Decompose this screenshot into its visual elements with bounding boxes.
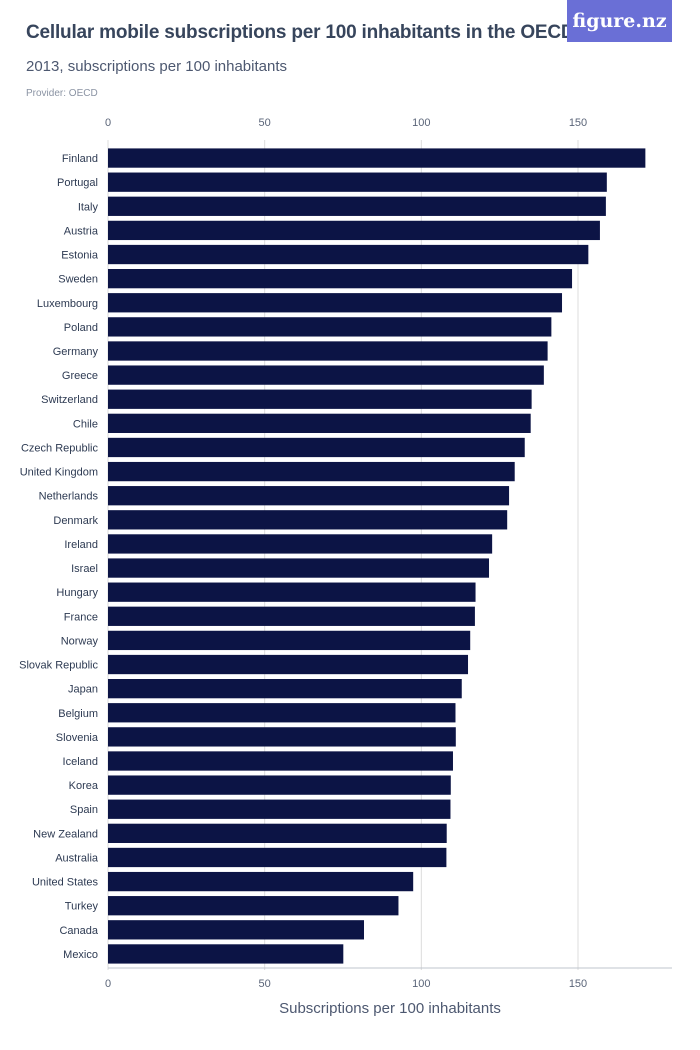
- category-label: Japan: [68, 684, 98, 696]
- category-label: Czech Republic: [21, 442, 99, 454]
- category-label: Norway: [61, 635, 99, 647]
- bar: [108, 920, 364, 940]
- category-label: Ireland: [64, 539, 98, 551]
- chart-title: Cellular mobile subscriptions per 100 in…: [26, 22, 575, 43]
- category-label: Turkey: [65, 901, 99, 913]
- bar: [108, 510, 508, 530]
- bar: [108, 582, 476, 602]
- provider-label: Provider: OECD: [26, 88, 98, 99]
- category-label: Austria: [64, 225, 99, 237]
- category-label: Switzerland: [41, 394, 98, 406]
- category-label: New Zealand: [33, 828, 98, 840]
- category-label: Chile: [73, 418, 98, 430]
- x-tick-label-bottom: 0: [105, 978, 111, 990]
- bar: [108, 389, 532, 409]
- bar: [108, 220, 600, 241]
- x-tick-label-bottom: 50: [259, 978, 271, 990]
- category-label: France: [64, 611, 98, 623]
- category-label: Sweden: [58, 274, 98, 286]
- category-label: Poland: [64, 322, 98, 334]
- category-label: Luxembourg: [37, 298, 98, 310]
- x-axis-title: Subscriptions per 100 inhabitants: [279, 1000, 501, 1017]
- bar: [108, 871, 414, 892]
- category-label: Israel: [71, 563, 98, 575]
- figure-nz-logo[interactable]: figure.nz: [567, 0, 672, 42]
- bar: [108, 461, 515, 482]
- x-tick-label-top: 100: [412, 117, 430, 129]
- category-label: Greece: [62, 370, 98, 382]
- x-tick-label-top: 50: [259, 117, 271, 129]
- category-label: Australia: [55, 852, 99, 864]
- category-label: Denmark: [53, 515, 98, 527]
- category-label: Spain: [70, 804, 98, 816]
- category-label: Netherlands: [39, 491, 99, 503]
- category-label: Hungary: [56, 587, 98, 599]
- bar: [108, 654, 469, 675]
- category-label: Iceland: [63, 756, 98, 768]
- category-label: Finland: [62, 153, 98, 165]
- chart-subtitle: 2013, subscriptions per 100 inhabitants: [26, 58, 288, 75]
- x-tick-label-top: 0: [105, 117, 111, 129]
- bar: [108, 823, 447, 843]
- bar: [108, 413, 531, 433]
- category-label: Mexico: [63, 949, 98, 961]
- bar: [108, 775, 451, 795]
- bar: [108, 317, 552, 337]
- bar: [108, 896, 399, 916]
- bar: [108, 293, 563, 313]
- bar: [108, 630, 471, 651]
- bar: [108, 269, 573, 289]
- bar: [108, 558, 490, 578]
- bar: [108, 172, 607, 192]
- bar: [108, 196, 606, 216]
- x-tick-label-top: 150: [569, 117, 587, 129]
- x-tick-label-bottom: 150: [569, 978, 587, 990]
- bar: [108, 751, 453, 771]
- bar: [108, 606, 475, 626]
- bar: [108, 847, 447, 868]
- bar: [108, 148, 646, 168]
- bar: [108, 341, 548, 361]
- category-label: Belgium: [58, 708, 98, 720]
- grid-lines: [107, 140, 579, 970]
- category-label: Korea: [69, 780, 99, 792]
- category-label: Germany: [53, 346, 99, 358]
- category-label: United Kingdom: [20, 467, 98, 479]
- bar: [108, 534, 493, 554]
- bar: [108, 727, 456, 747]
- top-axis: 0 50 100 150: [105, 117, 587, 129]
- bar: [108, 799, 451, 819]
- category-label: United States: [32, 877, 99, 889]
- category-label: Slovak Republic: [19, 660, 98, 672]
- bar: [108, 703, 456, 723]
- category-label: Italy: [78, 201, 99, 213]
- bar: [108, 679, 462, 699]
- category-label: Estonia: [61, 250, 99, 262]
- x-tick-label-bottom: 100: [412, 978, 430, 990]
- category-label: Portugal: [57, 177, 98, 189]
- bar: [108, 365, 544, 385]
- bottom-axis: 0 50 100 150: [105, 967, 672, 990]
- category-label: Slovenia: [56, 732, 99, 744]
- bar: [108, 437, 525, 458]
- category-labels: Finland Portugal Italy Austria Estonia Sweden…: [19, 153, 99, 961]
- bar: [108, 244, 589, 265]
- category-label: Canada: [59, 925, 98, 937]
- bars: [108, 148, 646, 964]
- bar: [108, 486, 510, 506]
- bar: [108, 944, 344, 964]
